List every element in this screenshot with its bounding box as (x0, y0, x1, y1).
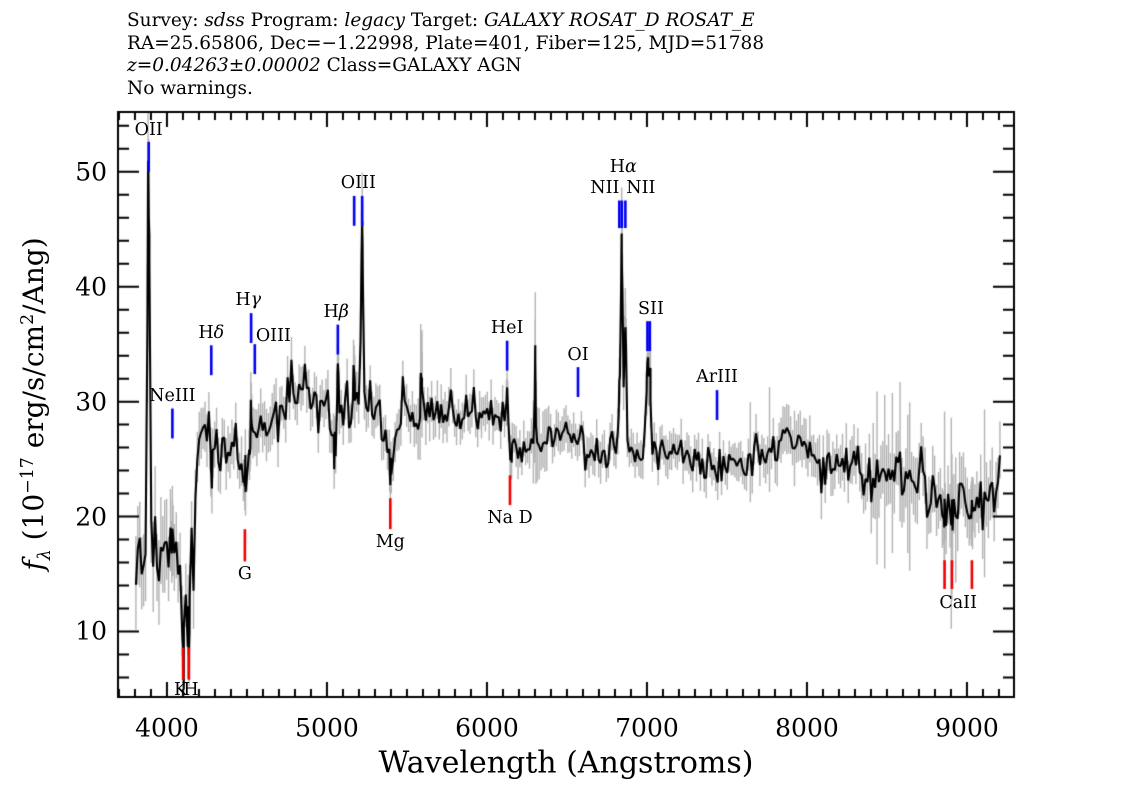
line-marker-label-SII: SII (638, 298, 664, 319)
x-tick-label-4000: 4000 (135, 713, 199, 743)
y-axis-title-part3: /Ang) (17, 237, 51, 314)
header-line-1: Survey: sdss Program: legacy Target: GAL… (127, 10, 764, 33)
line-marker-label-HeI: HeI (490, 318, 524, 339)
header-segment: Class=GALAXY AGN (320, 55, 522, 76)
header-line-3: z=0.04263±0.00002 Class=GALAXY AGN (127, 55, 764, 78)
x-tick-label-9000: 9000 (935, 713, 999, 743)
line-marker-label-NeIII: NeIII (149, 385, 196, 406)
y-axis-title-part2: erg/s/cm (17, 324, 51, 458)
line-marker-label-OIII: OIII (340, 173, 376, 194)
x-tick-label-6000: 6000 (455, 713, 519, 743)
x-tick-label-8000: 8000 (775, 713, 839, 743)
line-marker-label-CaII: CaII (939, 592, 977, 613)
line-marker-label-OII: OII (134, 120, 163, 141)
header-segment: sdss (204, 10, 245, 31)
line-marker-label-ArIII: ArIII (696, 367, 738, 388)
y-tick-label-10: 10 (75, 616, 107, 646)
line-marker-label-Hβ: Hβ (323, 301, 349, 322)
header-segment: Target: (404, 10, 484, 31)
line-marker-label-Hα: Hα (609, 157, 637, 178)
line-marker-label-OIII: OIII (255, 326, 291, 347)
header-segment: GALAXY ROSAT_D ROSAT_E (483, 10, 755, 31)
header-line-2: RA=25.65806, Dec=−1.22998, Plate=401, Fi… (127, 33, 764, 56)
y-tick-label-30: 30 (75, 387, 107, 417)
line-marker-label-NII: NII (626, 177, 656, 198)
y-axis-title-part1: (10 (17, 493, 51, 550)
header-segment: Program: (244, 10, 345, 31)
y-tick-label-40: 40 (75, 272, 107, 302)
x-tick-label-7000: 7000 (615, 713, 679, 743)
header-segment: z=0.04263±0.00002 (127, 55, 321, 76)
line-marker-label-Hδ: Hδ (198, 322, 225, 343)
plot-header-text: Survey: sdss Program: legacy Target: GAL… (127, 10, 764, 100)
line-marker-label-Hγ: Hγ (235, 290, 262, 311)
x-tick-label-5000: 5000 (295, 713, 359, 743)
y-axis-title: fλ (10−17 erg/s/cm2/Ang) (17, 237, 55, 570)
y-axis-title-subscript: λ (34, 549, 55, 561)
x-axis-title: Wavelength (Angstroms) (378, 745, 754, 781)
line-marker-label-H: H (183, 680, 199, 701)
line-marker-label-G: G (237, 564, 252, 585)
y-axis-title-exponent2: 2 (17, 313, 38, 325)
line-marker-label-Mg: Mg (375, 531, 405, 552)
header-segment: Survey: (127, 10, 205, 31)
y-axis-title-exponent: −17 (17, 457, 38, 494)
header-segment: RA=25.65806, Dec=−1.22998, Plate=401, Fi… (127, 32, 765, 54)
line-marker-label-OI: OI (567, 344, 589, 365)
y-axis-title-symbol: f (17, 560, 51, 571)
line-marker-label-Na-D: Na D (487, 507, 533, 528)
y-tick-label-50: 50 (75, 157, 107, 187)
header-segment: legacy (344, 10, 405, 31)
y-tick-label-20: 20 (75, 502, 107, 532)
header-line-4: No warnings. (127, 78, 764, 101)
line-marker-label-NII: NII (590, 177, 620, 198)
line-marker-label-K: K (174, 680, 188, 701)
header-segment: No warnings. (127, 77, 253, 99)
